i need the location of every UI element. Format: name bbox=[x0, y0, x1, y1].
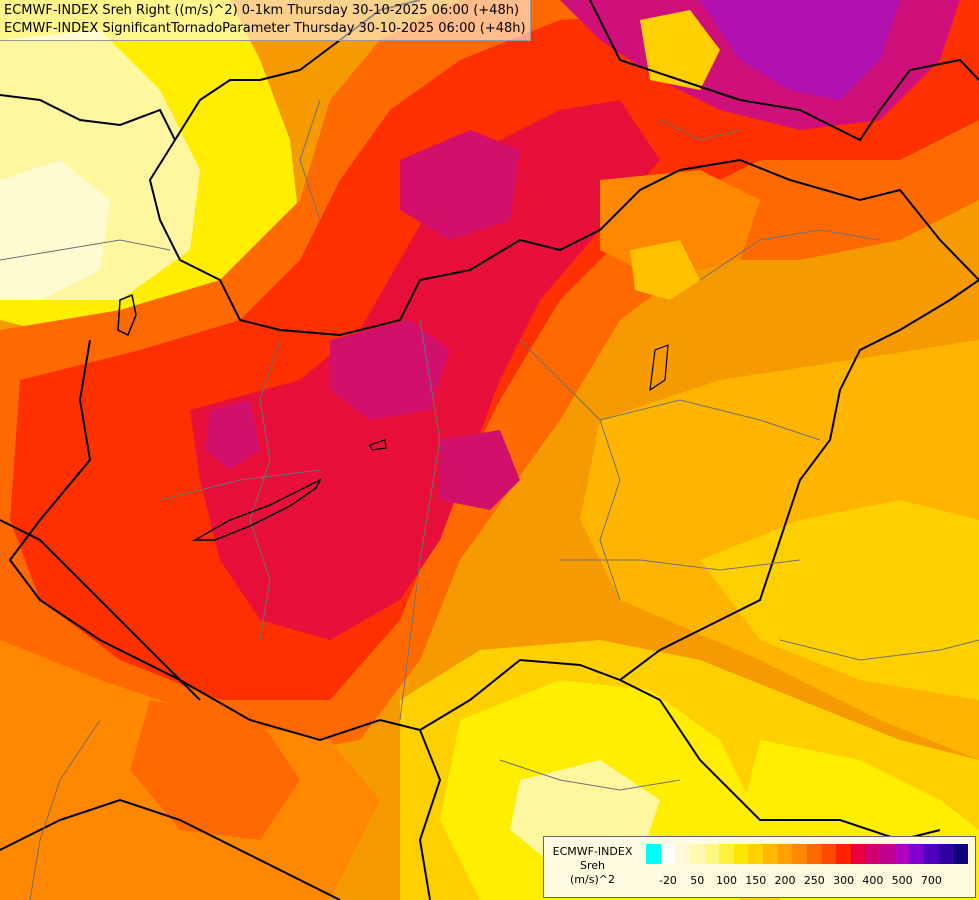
field-magenta-core-3 bbox=[440, 430, 520, 510]
legend-swatch bbox=[909, 844, 924, 864]
map-title-sreh: ECMWF-INDEX Sreh Right ((m/s)^2) 0-1km T… bbox=[4, 3, 520, 18]
lake-small-1 bbox=[649, 344, 669, 392]
legend-tick-label: 50 bbox=[690, 874, 705, 887]
legend-swatch bbox=[675, 844, 690, 864]
legend-swatch bbox=[748, 844, 763, 864]
legend-swatch bbox=[689, 844, 705, 864]
lake-balaton bbox=[192, 478, 322, 541]
legend-label: ECMWF-INDEX Sreh (m/s)^2 bbox=[544, 845, 641, 887]
field-purple-north bbox=[700, 0, 900, 100]
legend-tick-label: 100 bbox=[716, 874, 737, 887]
map-title-stp: ECMWF-INDEX SignificantTornadoParameter … bbox=[4, 21, 526, 36]
legend-tick-label: 700 bbox=[920, 874, 942, 887]
legend-tick-label: 200 bbox=[774, 874, 796, 887]
legend-swatch bbox=[777, 844, 793, 864]
legend-ticks: -20 50 100 150 200 250 300 400 500 700 bbox=[646, 874, 968, 890]
field-magenta-core-2 bbox=[400, 130, 520, 240]
legend-label-variable: Sreh bbox=[579, 859, 605, 872]
legend-swatch bbox=[836, 844, 851, 864]
region-boundaries bbox=[0, 99, 979, 900]
field-magenta-core-1 bbox=[330, 320, 450, 420]
legend-swatch bbox=[792, 844, 807, 864]
legend-swatches bbox=[646, 844, 968, 864]
legend-swatch bbox=[938, 844, 954, 864]
legend-swatch bbox=[850, 844, 866, 864]
legend-swatch bbox=[865, 844, 880, 864]
field-yellow-east-patch bbox=[700, 500, 979, 700]
legend-label-unit: (m/s)^2 bbox=[570, 873, 615, 886]
legend-tick-label: -20 bbox=[658, 874, 677, 887]
legend-swatch bbox=[733, 844, 749, 864]
legend-swatch bbox=[953, 844, 968, 864]
field-dark-orange-southwest bbox=[130, 700, 300, 840]
lake-neusiedl bbox=[117, 293, 137, 337]
legend-tick-label: 500 bbox=[891, 874, 913, 887]
field-magenta-core-4 bbox=[205, 400, 260, 470]
legend-tick-label: 400 bbox=[862, 874, 884, 887]
legend-swatch bbox=[704, 844, 720, 864]
field-gold-north-patch bbox=[630, 240, 700, 300]
field-yellow-blob-north bbox=[640, 10, 720, 90]
legend-swatch bbox=[660, 844, 676, 864]
legend-tick-label: 300 bbox=[833, 874, 855, 887]
legend-swatch bbox=[646, 844, 661, 864]
legend-swatch bbox=[880, 844, 895, 864]
legend-label-model: ECMWF-INDEX bbox=[552, 845, 633, 858]
legend-swatch bbox=[763, 844, 778, 864]
lake-small-2 bbox=[369, 439, 387, 451]
legend-swatch bbox=[821, 844, 837, 864]
legend-tick-label: 250 bbox=[803, 874, 825, 887]
map-title-box: ECMWF-INDEX Sreh Right ((m/s)^2) 0-1km T… bbox=[0, 0, 531, 41]
legend-swatch bbox=[894, 844, 910, 864]
legend-tick-label: 150 bbox=[745, 874, 767, 887]
legend-swatch bbox=[719, 844, 734, 864]
field-pale-cream-west bbox=[0, 160, 110, 300]
legend-swatch bbox=[923, 844, 939, 864]
color-legend: ECMWF-INDEX Sreh (m/s)^2 -20 50 100 150 200 2… bbox=[543, 836, 976, 898]
legend-swatch bbox=[806, 844, 822, 864]
